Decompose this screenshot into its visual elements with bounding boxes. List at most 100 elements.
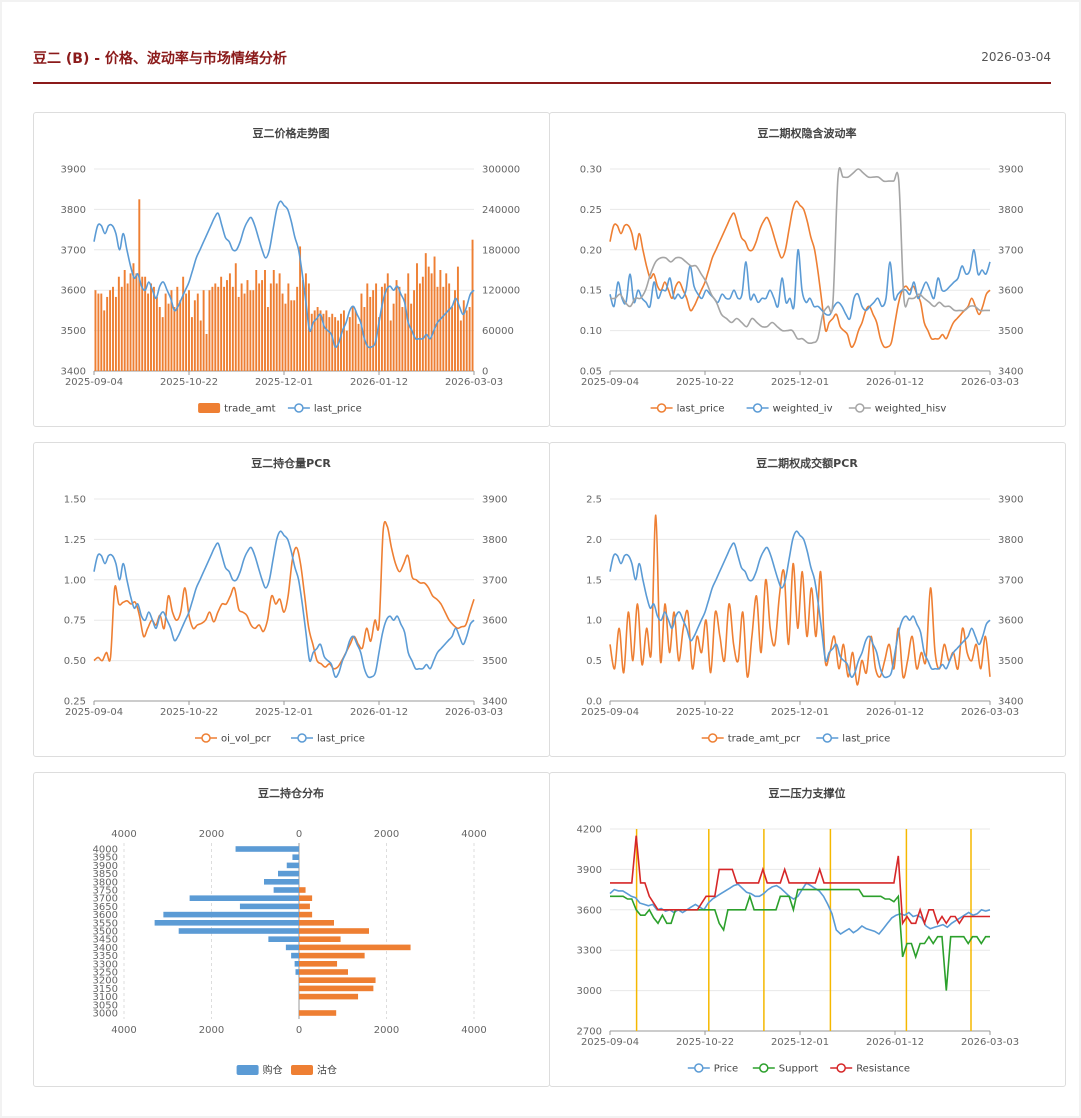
x-tick-label: 2025-09-04 — [65, 707, 123, 718]
trade-amt-bar — [167, 303, 170, 371]
trade-amt-pcr-chart: 豆二期权成交额PCR 0.0 0.5 1.0 1.5 2.0 2.5 3400 3500 3600… — [581, 456, 1024, 745]
x-tick-label: 2025-12-01 — [771, 707, 829, 718]
y-right-tick-label: 3500 — [482, 656, 507, 667]
x-tick-label: 2025-10-22 — [676, 1037, 734, 1048]
strike-tick-label: 3700 — [93, 894, 118, 905]
y-left-tick-label: 3600 — [61, 286, 86, 297]
call-oi-bar — [189, 895, 299, 901]
strike-tick-label: 3750 — [93, 886, 118, 897]
strike-tick-label: 3450 — [93, 935, 118, 946]
legend-0-label: last_price — [677, 404, 725, 415]
trade-amt-bar — [196, 293, 199, 371]
y-left-tick-label: 0.0 — [586, 697, 602, 708]
y-right-tick-label: 120000 — [482, 286, 520, 297]
trade-amt-bar — [150, 283, 152, 371]
price-trend-chart: 豆二价格走势图 3400 3500 3600 3700 3800 3900 0 60000 120… — [61, 126, 521, 415]
x-top-tick-label: 4000 — [461, 829, 486, 840]
x-bottom-tick-label: 4000 — [111, 1025, 136, 1036]
series-line-trade-amt-pcr — [609, 514, 991, 686]
y-left-tick-label: 3800 — [61, 205, 86, 216]
trade-amt-bar — [152, 286, 155, 371]
x-top-tick-label: 2000 — [199, 829, 224, 840]
x-bottom-tick-label: 0 — [296, 1025, 302, 1036]
trade-amt-bar — [369, 296, 372, 371]
call-oi-bar — [295, 969, 299, 975]
trade-amt-bar — [199, 320, 202, 371]
x-top-tick-label: 0 — [296, 829, 302, 840]
trade-amt-bar — [211, 286, 214, 371]
oi-pcr-chart: 豆二持仓量PCR 0.25 0.50 0.75 1.00 1.25 1.50 3400 3500… — [64, 456, 508, 745]
call-oi-bar — [264, 879, 299, 885]
trade-amt-bar — [123, 270, 126, 371]
y-right-tick-label: 3500 — [998, 656, 1023, 667]
trade-amt-bar — [418, 283, 421, 371]
legend-1-marker — [752, 403, 763, 413]
series-line-weighted-iv — [609, 248, 991, 321]
call-oi-bar — [285, 944, 299, 951]
y-right-tick-label: 3800 — [998, 205, 1023, 216]
trade-amt-bar — [188, 290, 190, 371]
put-oi-bar — [299, 993, 359, 1000]
trade-amt-bar — [109, 290, 112, 371]
report-title: 豆二 (B) - 价格、波动率与市场情绪分析 — [33, 51, 287, 67]
x-tick-label: 2025-09-04 — [581, 377, 639, 388]
trade-amt-bar — [161, 317, 164, 371]
trade-amt-bar — [372, 290, 375, 371]
x-tick-label: 2025-10-22 — [676, 377, 734, 388]
legend-1-marker — [822, 733, 833, 743]
trade-amt-bar — [389, 320, 392, 371]
x-tick-label: 2026-03-03 — [961, 1037, 1019, 1048]
legend-0-swatch — [198, 403, 221, 413]
trade-amt-bar — [401, 307, 404, 371]
trade-amt-bar — [173, 307, 176, 371]
legend-1-marker — [294, 403, 304, 413]
trade-amt-bar — [112, 286, 114, 371]
put-oi-bar — [299, 944, 411, 951]
trade-amt-bar — [334, 317, 337, 371]
trade-amt-bar — [456, 266, 459, 371]
y-right-tick-label: 3400 — [998, 367, 1023, 378]
trade-amt-bar — [205, 333, 208, 371]
legend-0-marker — [707, 733, 718, 743]
trade-amt-bar — [135, 273, 138, 371]
trade-amt-bar — [304, 273, 307, 371]
trade-amt-bar — [234, 263, 237, 371]
trade-amt-bar — [430, 273, 433, 371]
y-right-tick-label: 3500 — [998, 326, 1023, 337]
put-oi-bar — [299, 952, 365, 959]
y-left-tick-label: 3500 — [61, 326, 86, 337]
trade-amt-bar — [398, 286, 401, 371]
trade-amt-bar — [170, 290, 173, 371]
chart-title: 豆二压力支撑位 — [769, 786, 846, 800]
x-top-tick-label: 4000 — [111, 829, 136, 840]
y-left-tick-label: 3300 — [577, 946, 602, 957]
trade-amt-bar — [182, 276, 185, 371]
call-oi-bar — [291, 952, 299, 959]
trade-amt-bar — [378, 317, 380, 371]
trade-amt-bar — [94, 290, 97, 371]
trade-amt-bar — [433, 256, 436, 371]
trade-amt-bar — [340, 313, 342, 371]
series-line-last-price — [93, 200, 475, 349]
call-oi-bar — [239, 903, 299, 910]
trade-amt-bar — [217, 286, 220, 371]
strike-tick-label: 3850 — [93, 869, 118, 880]
trade-amt-bar — [366, 283, 369, 371]
put-oi-bar — [299, 911, 313, 918]
chart-title: 豆二持仓量PCR — [251, 456, 331, 470]
trade-amt-bar — [345, 330, 348, 371]
y-right-tick-label: 3400 — [998, 697, 1023, 708]
legend-0-label: 购仓 — [263, 1064, 283, 1077]
y-left-tick-label: 4200 — [577, 825, 602, 836]
legend-0-marker — [694, 1063, 704, 1073]
put-oi-bar — [299, 936, 341, 942]
legend-1-swatch — [291, 1065, 313, 1075]
x-tick-label: 2026-03-03 — [445, 707, 503, 718]
trade-amt-bar — [421, 276, 424, 371]
trade-amt-bar — [231, 286, 234, 371]
trade-amt-bar — [220, 276, 223, 371]
x-tick-label: 2025-12-01 — [255, 377, 313, 388]
trade-amt-bar — [392, 303, 395, 371]
trade-amt-bar — [322, 313, 325, 371]
